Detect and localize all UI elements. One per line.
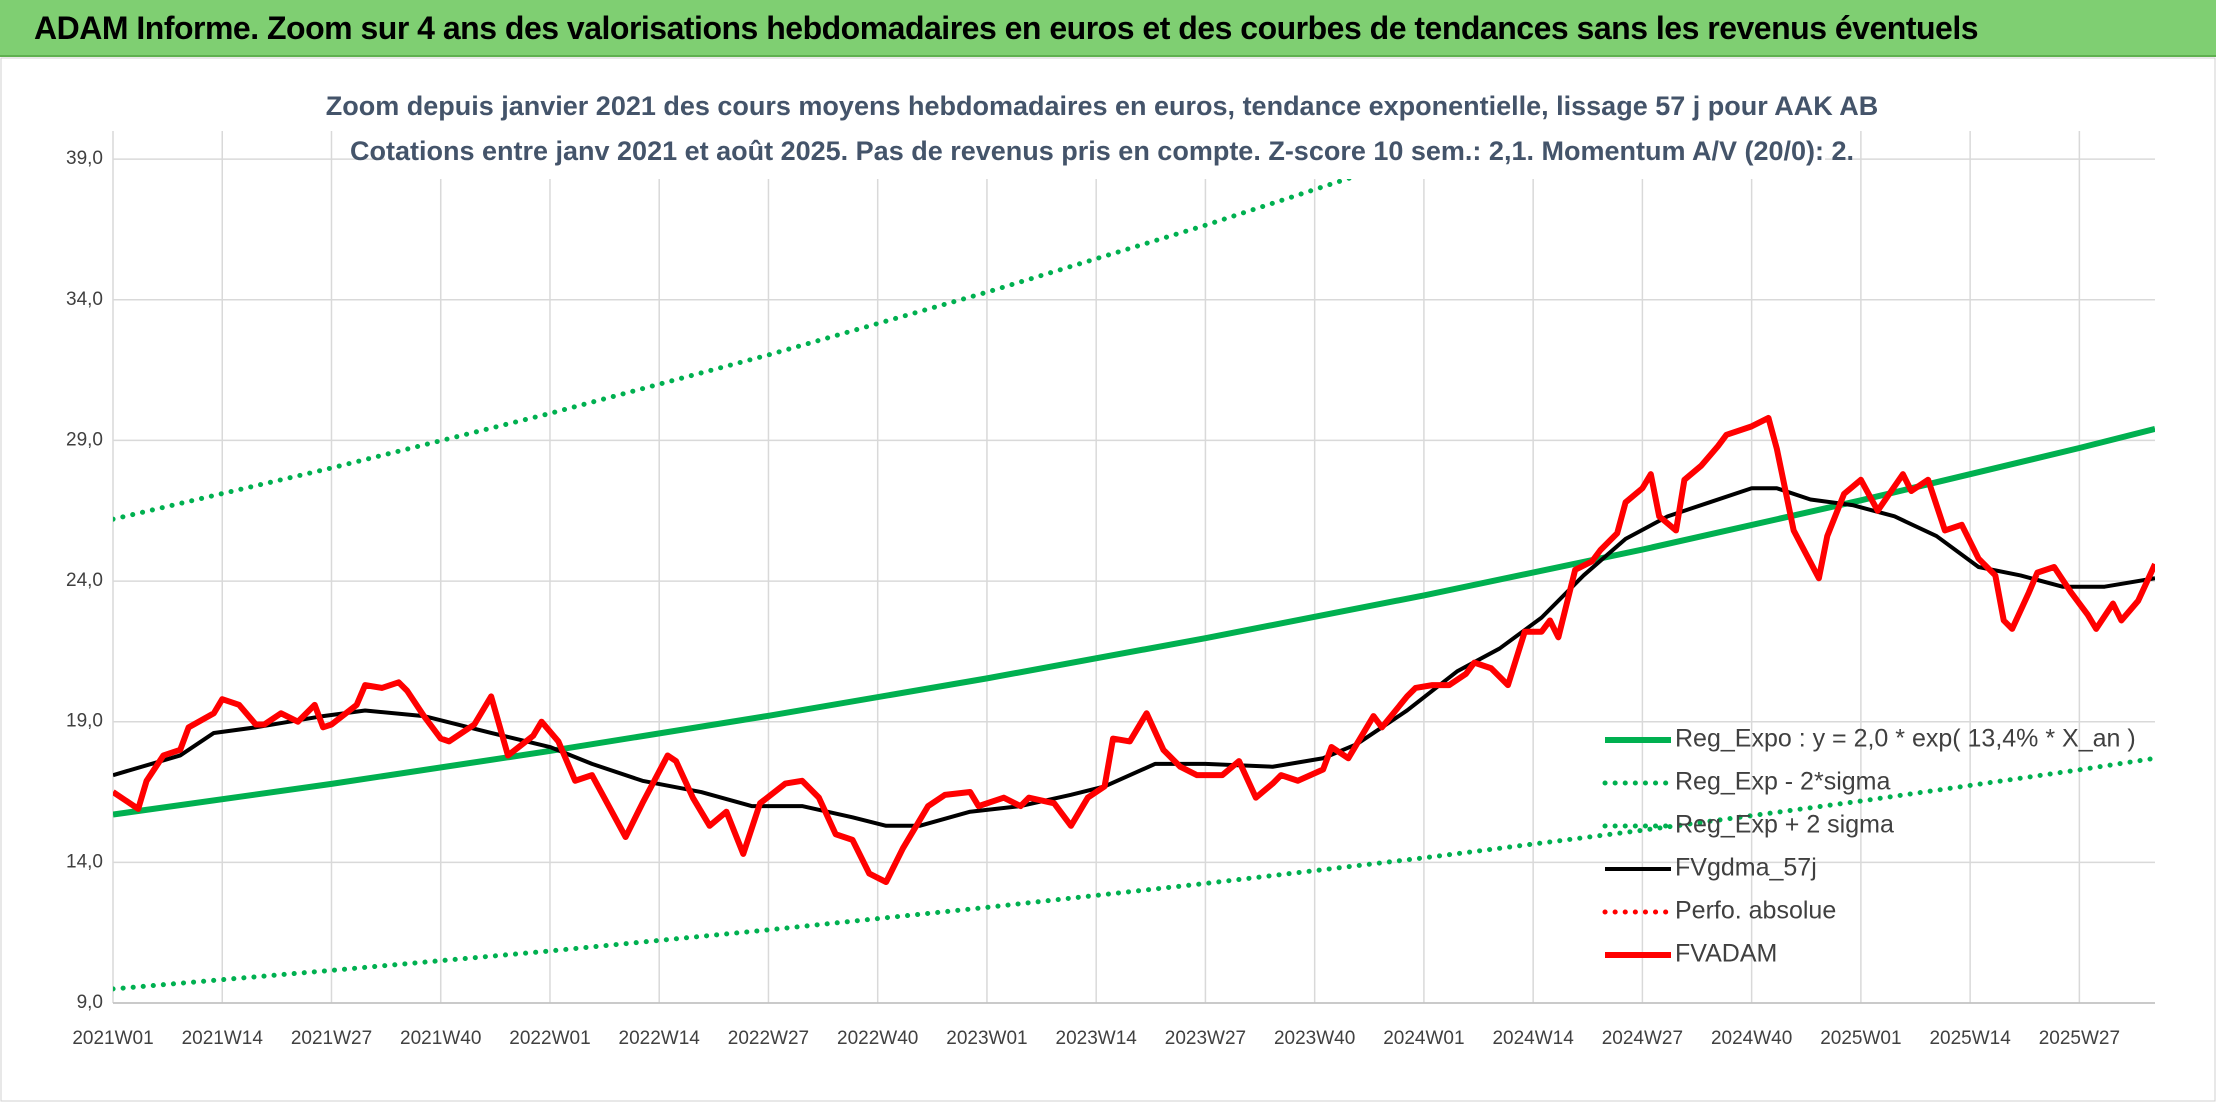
title-box [385, 87, 1825, 179]
y-tick-label: 19,0 [66, 711, 103, 732]
x-tick-label: 2021W14 [182, 1028, 264, 1049]
chart-frame [0, 57, 2216, 1102]
x-tick-label: 2023W27 [1165, 1028, 1246, 1049]
x-tick-label: 2025W14 [1929, 1028, 2011, 1049]
y-tick-label: 29,0 [66, 429, 103, 450]
series-line [113, 414, 2155, 886]
header-title: ADAM Informe. Zoom sur 4 ans des valoris… [34, 10, 1979, 46]
x-tick-label: 2024W14 [1492, 1028, 1574, 1049]
x-tick-label: 2021W01 [72, 1028, 153, 1049]
x-tick-label: 2022W27 [728, 1028, 809, 1049]
x-tick-label: 2024W40 [1711, 1028, 1792, 1049]
header-bar: ADAM Informe. Zoom sur 4 ans des valoris… [0, 0, 2216, 57]
legend-label: Reg_Exp - 2*sigma [1675, 768, 1890, 796]
x-tick-label: 2023W40 [1274, 1028, 1355, 1049]
x-tick-label: 2022W40 [837, 1028, 918, 1049]
legend-label: FVgdma_57j [1675, 854, 1817, 882]
series-line [113, 131, 1497, 522]
chart-subtitle: Cotations entre janv 2021 et août 2025. … [350, 136, 1854, 166]
legend-label: Reg_Exp + 2 sigma [1675, 811, 1894, 839]
x-tick-label: 2025W27 [2039, 1028, 2120, 1049]
chart-title: Zoom depuis janvier 2021 des cours moyen… [326, 91, 1878, 121]
chart: 9,0 14,0 19,0 24,0 29,0 34,0 39,0 2021W01 2021W1… [0, 57, 2216, 1102]
legend-label: Perfo. absolue [1675, 897, 1836, 925]
y-tick-label: 14,0 [66, 851, 103, 872]
y-tick-label: 24,0 [66, 570, 103, 591]
x-tick-label: 2024W27 [1602, 1028, 1683, 1049]
plot-area [113, 131, 2155, 992]
series-line [113, 425, 2155, 818]
y-tick-label: 34,0 [66, 289, 103, 310]
x-tick-label: 2021W27 [291, 1028, 372, 1049]
y-tick-label: 39,0 [66, 148, 103, 169]
x-tick-label: 2025W01 [1820, 1028, 1901, 1049]
series-line [113, 755, 2155, 992]
x-tick-label: 2023W14 [1056, 1028, 1138, 1049]
legend-label: FVADAM [1675, 940, 1777, 968]
x-tick-label: 2023W01 [946, 1028, 1027, 1049]
legend: Reg_Expo : y = 2,0 * exp( 13,4% * X_an )… [1602, 725, 2136, 968]
grid: 9,0 14,0 19,0 24,0 29,0 34,0 39,0 2021W01 2021W1… [66, 131, 2155, 1049]
x-tick-label: 2021W40 [400, 1028, 481, 1049]
legend-label: Reg_Expo : y = 2,0 * exp( 13,4% * X_an ) [1675, 725, 2136, 753]
x-tick-label: 2022W14 [619, 1028, 701, 1049]
x-tick-label: 2024W01 [1383, 1028, 1464, 1049]
y-tick-label: 9,0 [77, 992, 103, 1013]
x-tick-label: 2022W01 [509, 1028, 590, 1049]
